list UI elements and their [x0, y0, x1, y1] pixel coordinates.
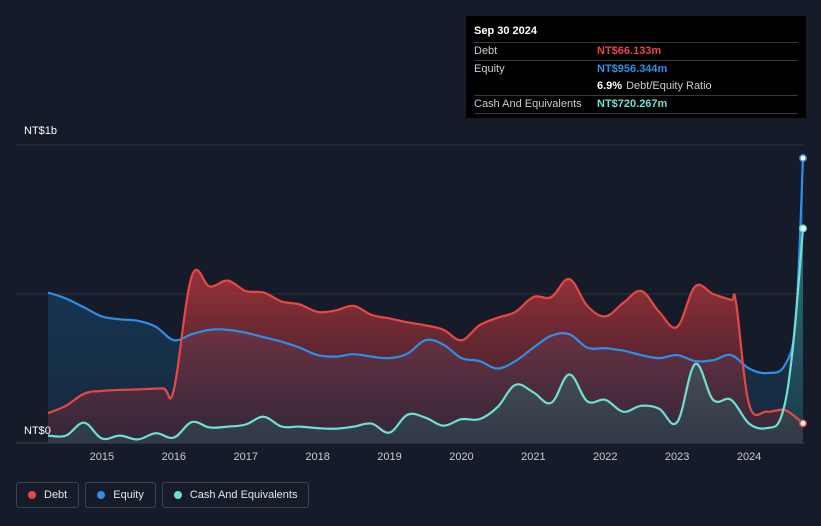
area-debt [48, 269, 803, 443]
y-axis-top-label: NT$1b [24, 125, 58, 137]
legend-dot-cash [173, 491, 182, 499]
x-tick-label: 2020 [449, 451, 473, 463]
legend-item-debt[interactable]: Debt [16, 482, 80, 508]
x-tick-label: 2015 [90, 451, 114, 463]
x-axis: 2015 2016 2017 2018 2019 2020 2021 2022 2023 2024 [90, 451, 762, 463]
x-tick-label: 2023 [665, 451, 689, 463]
y-axis-bottom-label: NT$0 [24, 425, 51, 437]
data-tooltip: Sep 30 2024 Debt NT$66.133m Equity NT$95… [466, 16, 806, 118]
tooltip-debt-label: Debt [474, 45, 498, 57]
chart-legend: Debt Equity Cash And Equivalents [16, 482, 310, 508]
tooltip-date: Sep 30 2024 [474, 25, 537, 37]
tooltip-row-equity: Equity NT$956.344m [474, 60, 798, 78]
x-tick-label: 2024 [737, 451, 761, 463]
tooltip-row-ratio: 6.9% Debt/Equity Ratio [474, 78, 798, 95]
line-equity [47, 158, 805, 375]
endpoint-equity [799, 154, 807, 163]
legend-label-equity: Equity [113, 489, 144, 501]
tooltip-cash-label: Cash And Equivalents [474, 98, 582, 110]
tooltip-debt-value: NT$66.133m [597, 45, 662, 57]
tooltip-cash-value: NT$720.267m [597, 98, 668, 110]
x-tick-label: 2021 [521, 451, 545, 463]
line-debt [47, 268, 804, 425]
legend-item-cash[interactable]: Cash And Equivalents [161, 482, 310, 508]
tooltip-ratio-value: 6.9% [597, 80, 623, 92]
legend-label-debt: Debt [44, 489, 68, 501]
tooltip-equity-label: Equity [474, 63, 505, 75]
legend-label-cash: Cash And Equivalents [189, 489, 298, 501]
endpoint-cash [799, 224, 807, 233]
x-tick-label: 2019 [377, 451, 401, 463]
line-cash [47, 228, 805, 441]
tooltip-equity-value: NT$956.344m [597, 63, 668, 75]
series-areas [48, 158, 803, 443]
legend-dot-debt [28, 491, 36, 499]
area-cash [48, 228, 803, 443]
endpoint-debt [799, 419, 807, 428]
legend-item-equity[interactable]: Equity [85, 482, 156, 508]
legend-dot-equity [97, 491, 106, 499]
x-tick-label: 2017 [233, 451, 257, 463]
series-lines [47, 158, 805, 441]
tooltip-ratio-label [474, 78, 597, 95]
tooltip-divider [474, 113, 798, 114]
tooltip-ratio-text: Debt/Equity Ratio [626, 80, 712, 92]
series-endpoints [799, 154, 807, 428]
tooltip-row-cash: Cash And Equivalents NT$720.267m [474, 95, 798, 113]
x-tick-label: 2022 [593, 451, 617, 463]
tooltip-row-debt: Debt NT$66.133m [474, 42, 798, 60]
x-tick-label: 2016 [162, 451, 186, 463]
x-tick-label: 2018 [305, 451, 329, 463]
